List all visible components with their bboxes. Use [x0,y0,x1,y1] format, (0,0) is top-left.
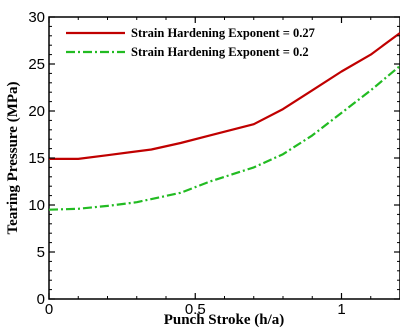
y-tick-label: 20 [28,103,45,120]
y-tick-label: 10 [28,197,45,214]
y-tick-label: 25 [28,56,45,73]
series-layer [48,32,400,211]
series-line-2 [48,65,400,211]
plot-frame [48,16,400,300]
x-tick-label: 0.5 [185,301,206,318]
y-tick-label: 30 [28,9,45,26]
legend-label-series-2: Strain Hardening Exponent = 0.2 [131,45,309,59]
series-line-1 [49,32,400,160]
y-tick-label: 0 [37,291,45,308]
y-tick-label: 15 [28,150,45,167]
y-axis-title: Tearing Pressure (MPa) [5,81,21,234]
x-tick-label: 0 [45,301,53,318]
legend: Strain Hardening Exponent = 0.27 Strain … [66,26,315,59]
x-tick-label: 1 [337,301,345,318]
y-tick-label: 5 [37,244,45,261]
legend-label-series-1: Strain Hardening Exponent = 0.27 [131,26,315,40]
x-axis-title: Punch Stroke (h/a) [164,312,285,328]
